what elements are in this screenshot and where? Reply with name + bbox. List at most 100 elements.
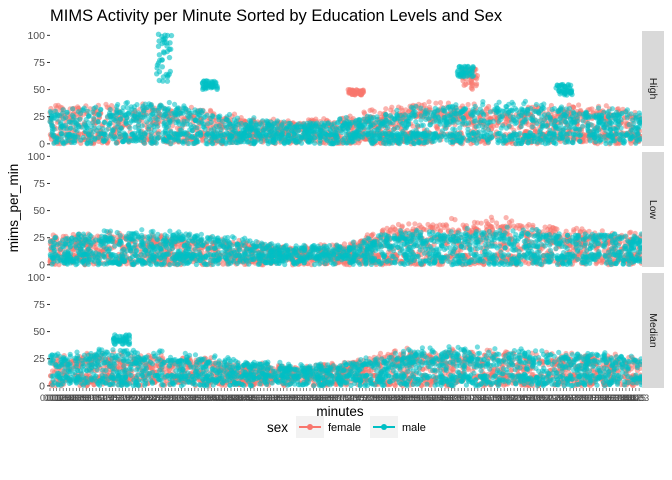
point-male xyxy=(186,108,192,114)
point-female xyxy=(433,100,439,106)
point-female xyxy=(506,219,512,225)
point-male xyxy=(420,133,426,139)
point-male xyxy=(493,110,499,116)
point-male xyxy=(420,140,426,146)
point-male xyxy=(567,116,574,122)
point-male xyxy=(74,128,80,134)
point-male-cluster xyxy=(161,50,167,56)
point-male xyxy=(394,125,400,131)
point-male xyxy=(95,119,101,125)
point-male xyxy=(125,137,131,143)
point-male xyxy=(479,133,485,139)
point-male xyxy=(186,114,192,120)
point-male xyxy=(596,134,602,140)
point-male xyxy=(555,108,561,114)
point-male xyxy=(148,117,154,123)
point-male xyxy=(623,132,629,138)
point-male xyxy=(141,108,147,114)
point-male xyxy=(191,124,197,130)
point-male-cluster xyxy=(156,69,163,75)
point-male xyxy=(75,123,82,129)
point-male xyxy=(529,124,536,130)
point-male xyxy=(442,108,448,114)
point-male xyxy=(588,122,594,128)
point-male xyxy=(460,115,466,121)
point-male xyxy=(487,109,494,115)
point-male xyxy=(129,112,135,118)
point-female xyxy=(207,107,213,113)
point-male xyxy=(48,120,54,126)
point-male-cluster xyxy=(166,46,173,52)
point-male xyxy=(522,132,528,138)
point-male xyxy=(521,101,527,107)
point-male-cluster xyxy=(156,77,162,84)
point-male xyxy=(612,126,619,132)
point-male xyxy=(294,124,300,130)
point-male xyxy=(153,121,159,127)
point-male xyxy=(460,135,466,141)
point-male xyxy=(263,132,270,138)
point-female xyxy=(406,221,412,227)
point-male xyxy=(148,134,154,140)
point-male xyxy=(451,108,457,114)
point-male xyxy=(217,113,223,119)
point-male xyxy=(249,140,255,146)
point-male xyxy=(500,123,506,129)
point-male xyxy=(635,117,641,123)
point-male xyxy=(350,132,356,138)
point-male xyxy=(209,131,215,137)
point-male xyxy=(202,114,208,120)
point-male xyxy=(312,123,318,129)
point-male xyxy=(624,115,630,121)
point-male xyxy=(329,124,336,130)
point-male xyxy=(358,124,364,130)
point-male xyxy=(602,123,608,129)
point-male xyxy=(253,120,259,126)
point-male xyxy=(233,118,239,125)
point-male xyxy=(392,116,398,122)
point-male xyxy=(298,134,304,141)
point-male xyxy=(521,117,528,123)
point-male xyxy=(282,125,288,131)
point-male xyxy=(387,113,393,119)
point-male xyxy=(280,131,286,137)
point-male xyxy=(547,114,553,120)
point-male xyxy=(365,130,371,136)
point-male xyxy=(85,113,92,119)
point-male xyxy=(112,117,118,124)
point-male xyxy=(607,118,613,125)
point-male xyxy=(591,113,597,119)
point-male xyxy=(571,131,577,137)
point-male xyxy=(628,127,634,133)
point-male xyxy=(518,112,524,118)
point-female xyxy=(53,103,59,109)
point-male xyxy=(394,107,400,113)
point-male xyxy=(501,134,508,140)
point-male xyxy=(241,131,247,137)
point-male xyxy=(166,99,172,106)
point-male xyxy=(558,104,565,110)
point-male xyxy=(91,115,97,121)
point-male xyxy=(621,140,627,146)
point-male xyxy=(568,124,574,130)
point-male xyxy=(306,131,312,137)
point-male xyxy=(433,118,440,124)
point-male xyxy=(136,118,142,124)
point-female xyxy=(383,106,389,112)
point-male xyxy=(576,126,582,132)
point-male xyxy=(449,132,455,138)
point-male xyxy=(113,140,119,146)
point-male xyxy=(65,137,71,144)
point-male xyxy=(98,106,104,112)
point-male xyxy=(418,123,424,129)
point-male xyxy=(408,139,414,145)
point-male xyxy=(142,114,148,120)
point-male xyxy=(302,126,308,132)
point-male-cluster xyxy=(166,54,173,61)
point-male xyxy=(450,126,456,132)
point-male xyxy=(561,111,567,117)
point-male xyxy=(531,138,538,144)
point-male xyxy=(120,104,126,111)
point-male-cluster xyxy=(463,68,469,74)
